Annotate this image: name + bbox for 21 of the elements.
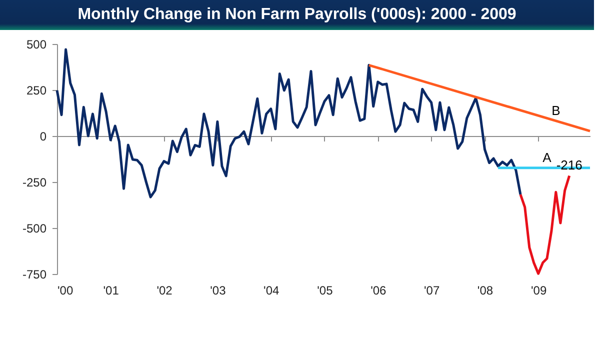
y-tick-label: 0 [40, 130, 47, 144]
x-tick-label: '04 [264, 284, 280, 298]
chart-title: Monthly Change in Non Farm Payrolls ('000s): 2000 - 2009 [0, 0, 594, 30]
x-tick-label: '01 [103, 284, 120, 298]
x-tick-label: '05 [317, 284, 334, 298]
x-tick-label: '07 [424, 284, 440, 298]
x-tick-label: '02 [156, 284, 173, 298]
annotation: B [552, 102, 560, 118]
y-tick-label: -500 [22, 222, 47, 236]
y-tick-label: 500 [26, 38, 47, 52]
y-tick-label: -250 [22, 176, 47, 190]
annotation: A [542, 150, 552, 165]
line-series [56, 48, 522, 198]
x-tick-label: '09 [531, 284, 547, 298]
y-tick-label: 250 [26, 84, 47, 98]
x-tick-label: '06 [370, 284, 387, 298]
x-tick-label: '00 [58, 284, 74, 298]
x-tick-label: '08 [477, 284, 494, 298]
line-series [519, 174, 571, 275]
x-tick-label: '03 [210, 284, 226, 298]
y-tick-label: -750 [22, 268, 47, 282]
